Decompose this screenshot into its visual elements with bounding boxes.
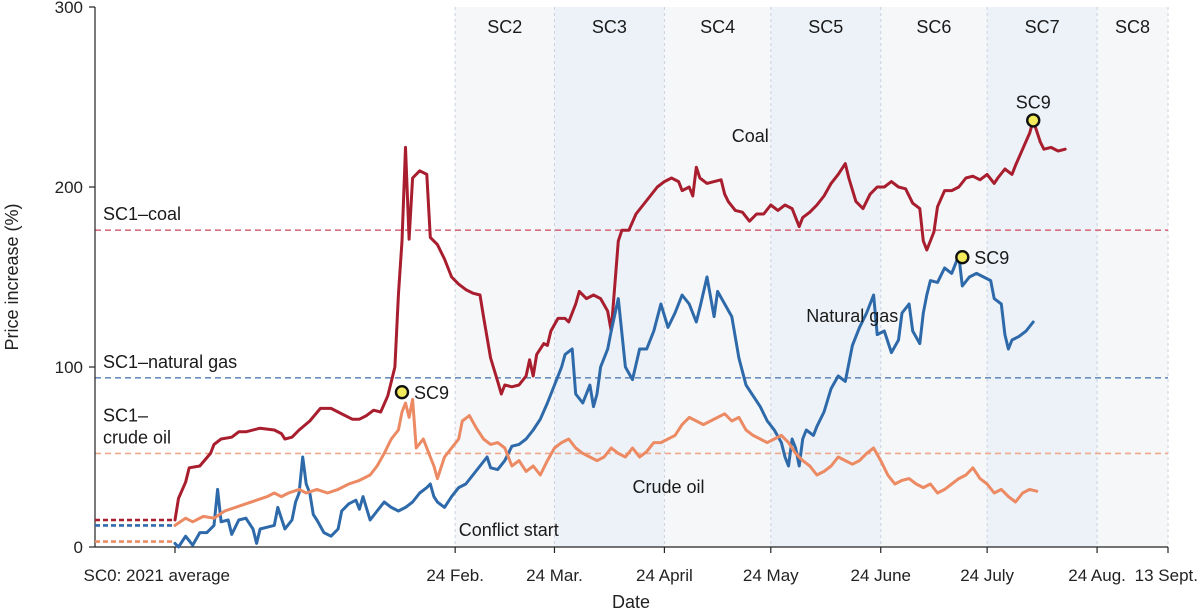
- y-ticks: 0 100 200 300: [55, 0, 95, 557]
- band-label-sc5: SC5: [808, 17, 843, 37]
- series-line-natural-gas: [173, 253, 1035, 549]
- sc1-label: SC1–natural gas: [103, 352, 237, 372]
- scenario-dividers: [454, 7, 1169, 547]
- band-label-sc3: SC3: [592, 17, 627, 37]
- sc1-label: SC1–: [103, 405, 148, 425]
- series-annotation: Coal: [732, 126, 769, 146]
- x-tick-label: 24 Mar.: [526, 566, 583, 585]
- series-annotation: Conflict start: [459, 520, 559, 540]
- sc1-label: SC1–coal: [103, 204, 181, 224]
- sc1-label: crude oil: [103, 427, 171, 447]
- band-label-sc4: SC4: [700, 17, 735, 37]
- scenario-bands: SC2 SC3 SC4 SC5 SC6 SC7 SC8: [455, 7, 1168, 547]
- y-tick-label: 300: [55, 0, 83, 17]
- x-tick-label: SC0: 2021 average: [84, 566, 231, 585]
- sc1-reference-lines: SC1–coal SC1–natural gas SC1–crude oil: [95, 204, 1168, 455]
- band-label-sc7: SC7: [1025, 17, 1060, 37]
- annotations: Coal Natural gas Crude oil Conflict start: [459, 126, 899, 540]
- series-line-coal: [173, 118, 1067, 522]
- peak-marker: [394, 385, 410, 400]
- x-tick-label: 24 July: [960, 566, 1014, 585]
- band-sc7: [987, 7, 1098, 547]
- x-ticks: SC0: 2021 average 24 Feb. 24 Mar. 24 April 2…: [84, 547, 1198, 585]
- peak-label: SC9: [1016, 92, 1051, 112]
- band-sc3: [554, 7, 665, 547]
- peak-marker: [955, 250, 970, 265]
- peak-label: SC9: [974, 248, 1009, 268]
- band-label-sc8: SC8: [1115, 17, 1150, 37]
- peak-marker: [1026, 113, 1041, 128]
- y-tick-label: 0: [74, 538, 83, 557]
- x-tick-label: 24 June: [850, 566, 911, 585]
- band-sc8: [1097, 7, 1168, 547]
- series-annotation: Crude oil: [632, 477, 704, 497]
- y-tick-label: 200: [55, 178, 83, 197]
- x-tick-label: 13 Sept.: [1135, 566, 1198, 585]
- x-tick-label: 24 Feb.: [426, 566, 484, 585]
- series-annotation: Natural gas: [806, 306, 898, 326]
- peak-label: SC9: [414, 383, 449, 403]
- band-sc2: [455, 7, 555, 547]
- band-sc4: [664, 7, 771, 547]
- band-label-sc2: SC2: [487, 17, 522, 37]
- peak-markers: SC9 SC9 SC9: [394, 92, 1051, 403]
- y-axis-title: Price increase (%): [2, 203, 22, 350]
- series-lines: [173, 118, 1067, 549]
- sc0-markers: [95, 518, 175, 543]
- band-label-sc6: SC6: [916, 17, 951, 37]
- x-tick-label: 24 April: [636, 566, 693, 585]
- x-tick-label: 24 May: [743, 566, 799, 585]
- axes: [94, 7, 1168, 548]
- x-tick-label: 24 Aug.: [1068, 566, 1126, 585]
- series-line-crude-oil: [173, 397, 1039, 527]
- y-tick-label: 100: [55, 358, 83, 377]
- x-axis-title: Date: [612, 592, 650, 611]
